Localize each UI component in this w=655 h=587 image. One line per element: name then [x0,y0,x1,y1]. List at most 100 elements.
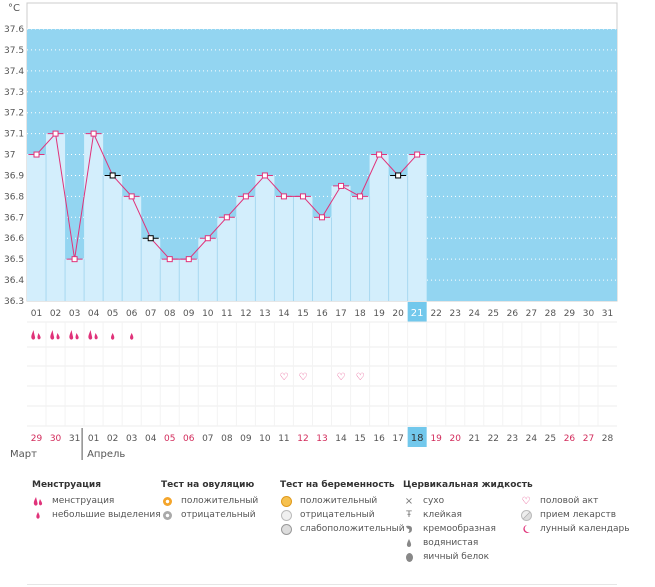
calendar-date-label: 23 [507,434,518,444]
temperature-point [357,193,364,200]
cycle-day-label: 21 [411,308,424,319]
cycle-day-label: 04 [88,309,100,319]
cycle-day-label: 26 [507,309,519,319]
pill-icon [520,509,532,521]
bbt-chart: °C 36.3 36.4 36.5 36.6 36.7 36.8 36.9 37 37.1 37.… [4,2,618,460]
legend-item-lunar: лунный календарь [540,524,630,534]
cycle-day-label: 10 [202,309,214,319]
legend-item-watery: водянистая [423,538,479,548]
cycle-day-label: 27 [526,309,537,319]
moon-icon [520,523,532,535]
y-tick-label: 36.8 [4,192,24,202]
y-tick-label: 37.3 [4,88,24,98]
calendar-date-label: 15 [354,434,365,444]
calendar-date-label: 12 [297,434,308,444]
heavy-drop-icon [32,495,44,507]
y-tick-label: 37.4 [4,67,24,77]
cycle-day-label: 18 [354,309,366,319]
legend-title-ovulation: Тест на овуляцию [161,480,255,490]
temperature-point [395,172,402,179]
temperature-bar [312,217,332,301]
menstruation-heavy-drop [50,330,55,340]
legend-title-menstruation: Менструация [32,480,101,490]
cycle-day-label: 09 [183,309,195,319]
calendar-date-label: 06 [183,434,195,444]
y-tick-label: 36.6 [4,234,24,244]
legend-item-egg-white: яичный белок [423,552,490,562]
pregnancy-negative-icon [280,509,292,521]
temperature-point [376,151,383,158]
ovulation-negative-icon [161,509,173,521]
heart-icon: ♡ [337,372,346,383]
cycle-day-label: 23 [449,309,460,319]
y-tick-label: 36.4 [4,276,24,286]
cycle-day-label: 15 [297,309,308,319]
calendar-date-label: 29 [31,434,43,444]
current-day-highlight [407,302,427,322]
legend-item-medication: прием лекарств [540,510,617,520]
legend-other: ♡ половой акт прием лекарств лунный кален… [520,480,630,536]
menstruation-heavy-drop [75,333,79,340]
legend-item-dry: сухо [423,496,445,506]
calendar-date-label: 17 [392,434,403,444]
temperature-point [52,130,59,137]
sticky-icon: Ŧ [406,510,412,520]
cycle-day-label: 20 [392,309,404,319]
calendar-date-label: 24 [526,434,538,444]
legend-ovulation: Тест на овуляцию положительный отрицател… [161,480,258,522]
temperature-bar [407,154,427,301]
legend-item-menstruation: менструация [52,496,115,506]
cycle-day-label: 17 [335,309,346,319]
temperature-point [71,256,78,263]
temperature-bar [255,175,275,301]
legend-item-intercourse: половой акт [540,496,599,506]
temperature-bar [236,196,256,301]
calendar-date-label: 27 [583,434,594,444]
cycle-day-label: 11 [221,309,232,319]
light-drop-icon [32,509,44,521]
cycle-day-label: 06 [126,309,138,319]
legend-pregnancy: Тест на беременность положительный отриц… [280,480,405,536]
temperature-bar [103,175,123,301]
temperature-point [128,193,135,200]
calendar-date-label: 26 [564,434,576,444]
y-tick-label: 37 [4,151,15,161]
y-tick-label: 37.6 [4,25,24,35]
today-highlight [407,427,427,447]
cycle-day-label: 03 [69,309,80,319]
calendar-date-label: 10 [259,434,271,444]
legend-item-sticky: клейкая [423,510,462,520]
cycle-day-label: 16 [316,309,328,319]
y-tick-label: 37.2 [4,109,24,119]
cycle-day-label: 08 [164,309,176,319]
temperature-bar [179,259,199,301]
calendar-date-label: 04 [145,434,157,444]
legend-item-pregnancy-weak: слабоположительный [300,524,405,534]
temperature-point [90,130,97,137]
cycle-day-label: 14 [278,309,290,319]
cycle-day-label: 29 [564,309,576,319]
calendar-date-label: 14 [335,434,347,444]
cycle-day-label: 25 [488,309,499,319]
cycle-day-label: 31 [602,309,613,319]
pregnancy-positive-icon [280,495,292,507]
temperature-bar [274,196,294,301]
month-label: Апрель [87,449,125,460]
temperature-point [204,235,211,242]
temperature-bar [122,196,142,301]
cycle-day-label: 13 [259,309,270,319]
legend-item-creamy: кремообразная [423,524,496,534]
calendar-date-label: 31 [69,434,80,444]
heart-icon: ♡ [279,372,288,383]
temperature-point [280,193,287,200]
creamy-icon [403,523,415,535]
menstruation-light-drop [110,333,115,340]
calendar-date-label: 16 [373,434,385,444]
temperature-bar [369,154,389,301]
temperature-point [242,193,249,200]
temperature-point [223,214,230,221]
cycle-day-label: 12 [240,309,251,319]
legend-item-pregnancy-negative: отрицательный [300,510,375,520]
cycle-day-label: 05 [107,309,118,319]
menstruation-heavy-drop [88,330,93,340]
